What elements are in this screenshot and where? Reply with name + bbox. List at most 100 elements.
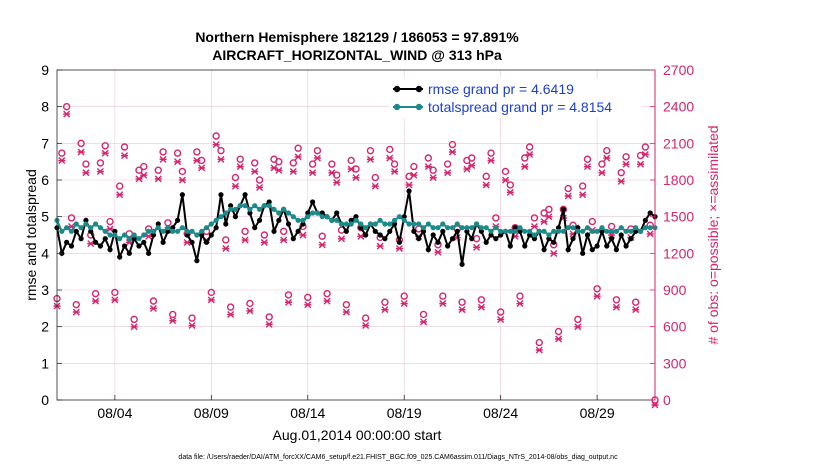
totalspread-point xyxy=(285,210,292,216)
totalspread-point xyxy=(155,225,161,231)
obs-assimilated-point xyxy=(550,249,558,257)
obs-possible-point xyxy=(487,149,495,157)
obs-assimilated-point xyxy=(366,155,374,163)
totalspread-point xyxy=(92,221,99,227)
rmse-point xyxy=(633,228,639,234)
totalspread-point xyxy=(223,210,229,216)
rmse-point xyxy=(353,214,359,220)
rmse-point xyxy=(420,228,427,234)
totalspread-point xyxy=(252,203,258,209)
obs-possible-point xyxy=(641,143,650,151)
totalspread-point xyxy=(555,228,562,234)
obs-assimilated-point xyxy=(275,166,283,174)
y-right-tick-label: 1800 xyxy=(663,172,694,188)
obs-possible-point xyxy=(583,155,592,163)
obs-assimilated-point xyxy=(593,292,601,300)
y-right-tick-label: 900 xyxy=(663,282,687,298)
obs-possible-point xyxy=(578,182,587,190)
rmse-point xyxy=(68,243,75,249)
obs-assimilated-point xyxy=(583,163,591,171)
y-left-tick-label: 6 xyxy=(41,172,49,188)
rmse-point xyxy=(64,239,70,245)
obs-possible-point xyxy=(458,298,466,306)
y-left-tick-label: 9 xyxy=(41,62,49,78)
totalspread-point xyxy=(406,221,412,227)
obs-assimilated-point xyxy=(338,235,346,243)
obs-possible-point xyxy=(246,299,254,308)
obs-possible-point xyxy=(593,285,601,293)
totalspread-point xyxy=(141,232,147,238)
obs-assimilated-point xyxy=(637,160,645,168)
y-right-tick-label: 300 xyxy=(663,355,687,371)
y-right-tick-label: 2100 xyxy=(663,135,694,151)
legend-rmse-marker xyxy=(415,85,423,93)
plot-area: 0 1 2 3 4 5 6 7 8 9 0 300 600 900 1200 1500 1800 2100 2400… xyxy=(41,62,694,421)
totalspread-point xyxy=(483,225,489,231)
y-right-tick-label: 2700 xyxy=(663,62,694,78)
obs-assimilated-point xyxy=(58,157,66,165)
rmse-point xyxy=(517,228,523,234)
obs-possible-point xyxy=(554,327,563,336)
obs-possible-point xyxy=(525,143,534,151)
rmse-point xyxy=(334,210,340,216)
obs-possible-point xyxy=(632,298,640,306)
obs-possible-point xyxy=(429,166,437,174)
obs-possible-point xyxy=(588,217,597,226)
totalspread-point xyxy=(281,206,287,212)
y-left-tick-label: 3 xyxy=(41,282,49,298)
obs-possible-point xyxy=(72,300,80,309)
obs-possible-point xyxy=(603,146,611,155)
x-tick-label: 08/14 xyxy=(290,405,325,421)
y-right-axis-label: # of obs: o=possible; ×=assimilated xyxy=(705,125,721,344)
totalspread-point xyxy=(420,225,427,231)
rmse-point xyxy=(170,225,176,231)
totalspread-point xyxy=(131,232,137,238)
rmse-point xyxy=(305,210,311,216)
rmse-point xyxy=(445,243,451,249)
obs-possible-point xyxy=(419,310,428,319)
totalspread-point xyxy=(348,221,354,227)
obs-assimilated-point xyxy=(603,154,611,162)
obs-assimilated-point xyxy=(178,176,186,184)
obs-assimilated-point xyxy=(545,213,553,221)
rmse-point xyxy=(425,247,431,253)
obs-possible-point xyxy=(193,148,201,156)
rmse-point xyxy=(228,203,234,209)
rmse-point xyxy=(174,217,181,223)
rmse-point xyxy=(117,254,123,260)
obs-possible-point xyxy=(390,160,399,168)
obs-possible-point xyxy=(448,140,457,149)
rmse-point xyxy=(165,228,171,234)
obs-assimilated-point xyxy=(333,179,341,187)
obs-assimilated-point xyxy=(395,245,403,253)
rmse-point xyxy=(493,236,499,242)
totalspread-point xyxy=(290,214,296,220)
rmse-point xyxy=(498,232,504,238)
rmse-point xyxy=(358,225,364,231)
totalspread-point xyxy=(199,228,205,234)
obs-assimilated-point xyxy=(265,320,273,328)
x-tick-label: 08/04 xyxy=(97,405,132,421)
totalspread-point xyxy=(372,221,378,227)
totalspread-point xyxy=(367,221,374,227)
rmse-point xyxy=(551,239,557,245)
totalspread-point xyxy=(377,217,383,223)
obs-assimilated-point xyxy=(309,169,317,177)
obs-assimilated-point xyxy=(260,238,268,246)
rmse-point xyxy=(112,228,118,234)
totalspread-point xyxy=(353,217,359,223)
y-left-tick-label: 8 xyxy=(41,99,49,115)
obs-possible-point xyxy=(506,181,515,189)
obs-assimilated-point xyxy=(72,308,80,316)
rmse-point xyxy=(285,221,292,227)
obs-possible-point xyxy=(135,166,143,174)
obs-assimilated-point xyxy=(429,174,437,182)
totalspread-point xyxy=(536,228,542,234)
totalspread-point xyxy=(618,225,624,231)
totalspread-point xyxy=(488,228,494,234)
rmse-point xyxy=(478,228,484,234)
obs-possible-point xyxy=(501,167,510,176)
totalspread-point xyxy=(401,217,407,223)
rmse-point xyxy=(483,239,489,245)
totalspread-point xyxy=(623,228,629,234)
